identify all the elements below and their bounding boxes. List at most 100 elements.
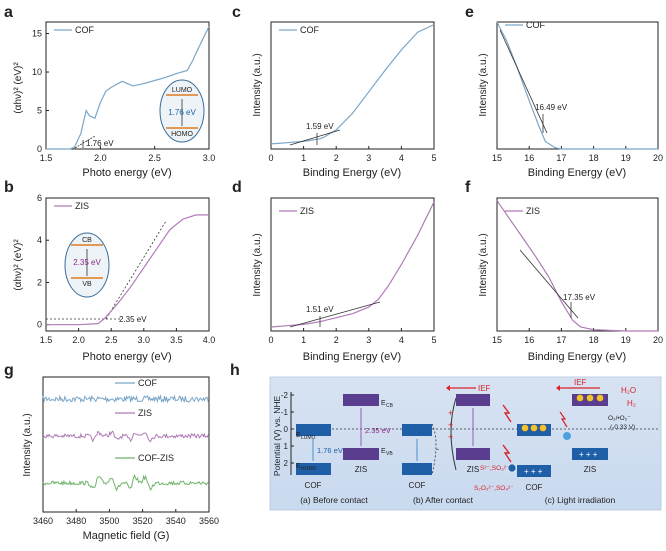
panel-b-inset-cb: CB [82, 237, 92, 244]
light-bolt-icon [559, 411, 568, 428]
x-tick-label: 2 [334, 153, 339, 163]
electron-icon [539, 424, 547, 432]
scheme-a-cof-label: COF [305, 481, 322, 490]
x-tick-label: 4.0 [203, 335, 216, 345]
plus-signs-b: + [448, 432, 453, 442]
electron-icon [530, 424, 538, 432]
panel-d-legend-zis: ZIS [300, 206, 314, 216]
scheme-ytick: -1 [281, 408, 289, 417]
x-tick-label: 16 [524, 335, 534, 345]
panel-c-ylabel: Intensity (a.u.) [252, 53, 263, 116]
panel-b-legend-zis: ZIS [75, 201, 89, 211]
x-tick-label: 3560 [199, 516, 219, 526]
x-tick-label: 0 [268, 153, 273, 163]
zis-vb-band-b [456, 448, 490, 460]
x-tick-label: 1 [301, 153, 306, 163]
cof-e-homo-sub: HOMO [301, 466, 317, 472]
panel-c-legend-cof: COF [300, 25, 320, 35]
panel-c-annotation: 1.59 eV [306, 122, 334, 131]
ief-arrowhead-c [556, 385, 560, 391]
x-tick-label: 17 [556, 153, 566, 163]
caption-light-irradiation: (c) Light irradiation [545, 495, 616, 505]
scheme-ytick: 2 [284, 459, 289, 468]
y-tick-label: 0 [37, 144, 42, 154]
panel-g-ylabel: Intensity (a.u.) [22, 413, 33, 476]
plus-signs-b: + [448, 408, 453, 418]
recombination-icon [563, 432, 571, 440]
zis-e-cb-label: E [381, 400, 386, 407]
x-tick-label: 2.5 [105, 335, 118, 345]
x-tick-label: 1 [301, 335, 306, 345]
panel-d-annotation: 1.51 eV [306, 305, 334, 314]
x-tick-label: 18 [589, 153, 599, 163]
electron-icon [586, 394, 594, 402]
panel-e-frame [496, 21, 659, 150]
panel-e-cof-line [496, 21, 658, 150]
panel-b: b 0 2 4 6 1.5 2.0 2.5 3.0 3.5 4.0 ZIS 2.35 eV CB… [4, 179, 215, 363]
x-tick-label: 1.5 [40, 153, 53, 163]
x-tick-label: 15 [492, 153, 502, 163]
panel-f-zis-line [496, 200, 658, 332]
panel-g-xlabel: Magnetic field (G) [83, 530, 170, 542]
y-tick-label: 15 [32, 29, 42, 39]
y-tick-label: 5 [37, 106, 42, 116]
scheme-a-zis-label: ZIS [355, 465, 367, 474]
zis-e-vb-sub: VB [386, 451, 393, 457]
panel-e-annotation: 16.49 eV [535, 103, 568, 112]
x-tick-label: 2.5 [148, 153, 161, 163]
cof-e-lumo-sub: LUMO [301, 435, 316, 441]
panel-b-ylabel: (αhν)² (eV)² [13, 239, 24, 291]
light-bolt-icon [502, 444, 512, 463]
panel-a-ylabel: (αhν)² (eV)² [13, 62, 24, 114]
x-tick-label: 3.0 [203, 153, 216, 163]
panel-a: a 0 5 10 15 1.5 2.0 2.5 3.0 COF 1.76 eV LUMO H… [4, 4, 215, 179]
x-tick-label: 3500 [99, 516, 119, 526]
zis-cb-band [343, 394, 379, 406]
x-tick-label: 2 [334, 335, 339, 345]
panel-g-legend-cofzis: COF-ZIS [138, 453, 174, 463]
panel-a-inset-lumo: LUMO [172, 87, 193, 94]
cof-homo-band-b [402, 463, 432, 475]
panel-g: g 3460 3480 3500 3520 3540 3560 COF ZIS COF-Z… [4, 362, 219, 542]
panel-d-zis-line [270, 201, 435, 328]
ief-label-c: IEF [574, 378, 587, 387]
y-tick-label: 6 [37, 193, 42, 203]
zis-e-vb-label: E [381, 448, 386, 455]
panel-f-legend-zis: ZIS [526, 206, 540, 216]
x-tick-label: 15 [492, 335, 502, 345]
x-tick-label: 19 [621, 335, 631, 345]
o2-label: O₂/•O₂⁻ [608, 415, 631, 422]
panel-b-annotation: 2.35 eV [119, 315, 147, 324]
electron-icon [596, 394, 604, 402]
panel-f-xlabel: Binding Energy (eV) [528, 351, 626, 363]
x-tick-label: 0 [268, 335, 273, 345]
panel-e-xlabel: Binding Energy (eV) [528, 167, 626, 179]
cof-homo-band-c [517, 465, 551, 477]
ief-label-b: IEF [478, 384, 491, 393]
panel-g-legend-zis: ZIS [138, 408, 152, 418]
panel-f-annotation: 17.35 eV [563, 293, 596, 302]
x-tick-label: 17 [556, 335, 566, 345]
panel-a-inset-gap: 1.76 eV [168, 108, 196, 117]
panel-b-frame [45, 197, 210, 332]
x-tick-label: 4 [399, 335, 404, 345]
panel-a-annotation: 1.76 eV [86, 139, 114, 148]
scheme-b-cof-label: COF [409, 481, 426, 490]
x-tick-label: 3.0 [138, 335, 151, 345]
x-tick-label: 3.5 [170, 335, 183, 345]
band-bending-cof-b [431, 423, 437, 476]
panel-b-xlabel: Photo energy (eV) [82, 351, 171, 363]
x-tick-label: 3 [366, 153, 371, 163]
ief-arrowhead-b [446, 385, 450, 391]
panel-a-legend-cof: COF [75, 25, 95, 35]
x-tick-label: 5 [431, 153, 436, 163]
panel-f-tangent [519, 249, 579, 319]
x-tick-label: 2.0 [94, 153, 107, 163]
scheme-ytick: -2 [281, 391, 289, 400]
zis-vb-band [343, 448, 379, 460]
panel-e-ylabel: Intensity (a.u.) [478, 53, 489, 116]
panel-h: h Potential (V) vs. NHE -2 -1 0 1 2 E LU… [230, 362, 662, 511]
cof-e-lumo-label: E [296, 432, 301, 439]
panel-g-legend-cof: COF [138, 378, 158, 388]
